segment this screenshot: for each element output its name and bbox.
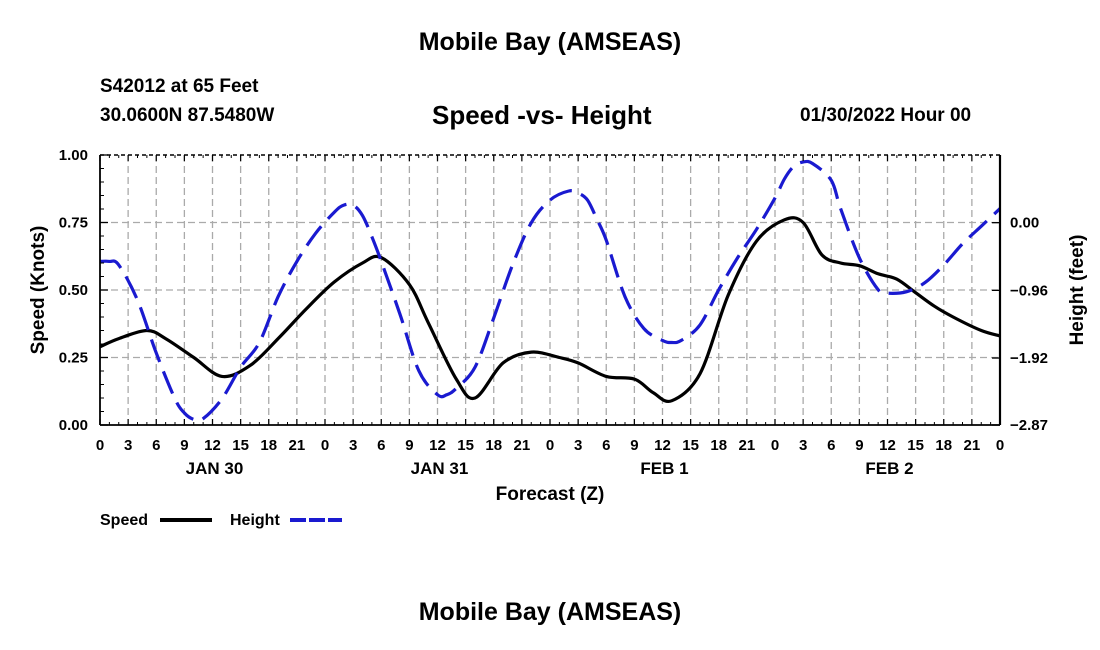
- x-tick-label: 18: [710, 437, 727, 454]
- page-title-repeat: Mobile Bay (AMSEAS): [418, 598, 682, 626]
- x-tick-label: 12: [429, 437, 446, 454]
- x-tick-label: 9: [405, 437, 413, 454]
- y-tick-label: 0.75: [59, 215, 88, 232]
- height-series-line: [99, 159, 1002, 423]
- x-tick-label: 9: [855, 437, 863, 454]
- x-tick-label: 21: [514, 437, 531, 454]
- x-tick-label: 9: [180, 437, 188, 454]
- x-tick-label: 3: [124, 437, 132, 454]
- forecast-datetime: 01/30/2022 Hour 00: [800, 105, 972, 126]
- x-tick-label: 6: [827, 437, 835, 454]
- page-title: Mobile Bay (AMSEAS): [418, 28, 682, 56]
- y2-tick-label: −1.92: [1010, 350, 1048, 367]
- y2-tick-label: −0.96: [1010, 282, 1048, 299]
- x-tick-label: 12: [204, 437, 221, 454]
- y-tick-label: 0.25: [59, 350, 88, 367]
- x-axis-title: Forecast (Z): [496, 484, 605, 505]
- x-tick-label: 21: [964, 437, 981, 454]
- y2-axis-title: Height (feet): [1067, 235, 1088, 346]
- legend-label-speed: Speed: [100, 512, 148, 529]
- speed-series-line: [99, 216, 1001, 404]
- x-tick-label: 12: [654, 437, 671, 454]
- chart-subtitle: Speed -vs- Height: [432, 100, 652, 130]
- x-tick-label: 15: [457, 437, 474, 454]
- x-tick-label: 18: [935, 437, 952, 454]
- frame-layer: [99, 154, 1002, 426]
- date-label: JAN 30: [186, 459, 244, 478]
- y2-tick-label: 0.00: [1010, 215, 1039, 232]
- x-tick-label: 6: [152, 437, 160, 454]
- x-tick-label: 3: [349, 437, 357, 454]
- x-tick-label: 6: [377, 437, 385, 454]
- x-tick-label: 9: [630, 437, 638, 454]
- x-tick-label: 18: [485, 437, 502, 454]
- date-label: FEB 2: [865, 459, 913, 478]
- x-tick-label: 15: [232, 437, 249, 454]
- x-tick-label: 15: [682, 437, 699, 454]
- x-tick-label: 6: [602, 437, 610, 454]
- x-tick-label: 0: [321, 437, 329, 454]
- x-tick-label: 0: [546, 437, 554, 454]
- grid-layer: [100, 155, 1000, 425]
- station-label: S42012 at 65 Feet: [100, 76, 259, 97]
- legend-label-height: Height: [230, 512, 280, 529]
- x-tick-label: 0: [96, 437, 104, 454]
- x-tick-label: 21: [289, 437, 306, 454]
- y-tick-label: 0.50: [59, 282, 88, 299]
- y2-tick-label: −2.87: [1010, 417, 1048, 434]
- y-tick-label: 1.00: [59, 147, 88, 164]
- legend: Speed Height: [100, 512, 342, 529]
- station-coordinates: 30.0600N 87.5480W: [100, 105, 275, 126]
- y-tick-label: 0.00: [59, 417, 88, 434]
- x-tick-label: 12: [879, 437, 896, 454]
- y-axis-title: Speed (Knots): [28, 226, 49, 355]
- series-layer: [99, 159, 1002, 423]
- x-tick-label: 18: [260, 437, 277, 454]
- x-tick-label: 21: [739, 437, 756, 454]
- label-layer: 0 3 6 9 12 15 18 21 0 3 6 9 12 15 18 21 0 3 6 9 12 15 18 21 0 3 6 9…: [28, 147, 1088, 505]
- x-tick-label: 3: [574, 437, 582, 454]
- x-tick-label: 0: [996, 437, 1004, 454]
- x-tick-label: 3: [799, 437, 807, 454]
- x-tick-label: 0: [771, 437, 779, 454]
- x-tick-label: 15: [907, 437, 924, 454]
- date-label: JAN 31: [411, 459, 469, 478]
- date-label: FEB 1: [640, 459, 688, 478]
